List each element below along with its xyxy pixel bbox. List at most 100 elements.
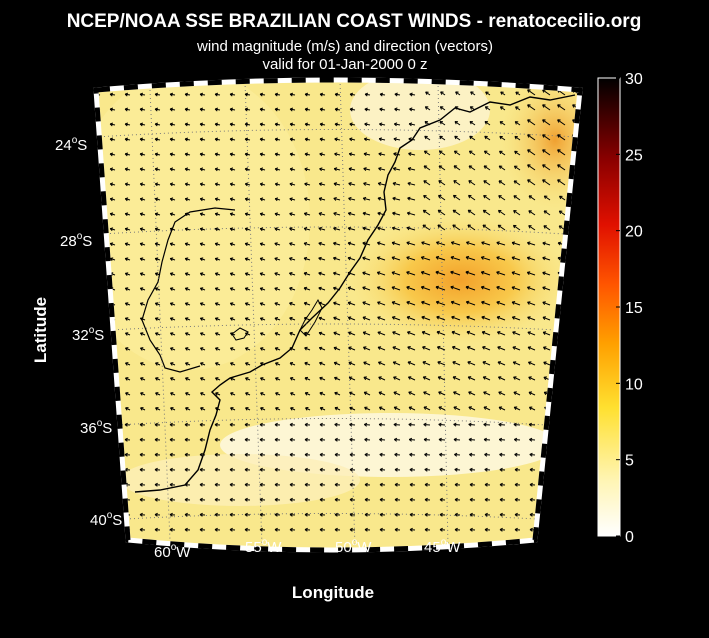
lat-tick-36: 36oS xyxy=(80,418,112,437)
wind-vector-head xyxy=(574,422,578,425)
wind-vector-head xyxy=(422,346,425,350)
wind-vector-head xyxy=(109,437,113,441)
wind-vector-head xyxy=(574,437,578,441)
wind-vector xyxy=(483,165,491,171)
wind-vector-head xyxy=(214,484,218,487)
wind-vector-head xyxy=(214,153,218,157)
wind-vector-head xyxy=(363,377,367,381)
wind-vector-head xyxy=(289,302,292,306)
wind-vector xyxy=(377,316,386,321)
wind-vector xyxy=(424,439,431,441)
wind-vector-head xyxy=(139,138,143,142)
wind-vector-head xyxy=(450,286,454,290)
wind-vector-head xyxy=(274,228,278,232)
wind-vector-head xyxy=(559,452,563,456)
wind-vector xyxy=(363,182,371,186)
wind-vector-head xyxy=(392,361,396,365)
wind-vector xyxy=(542,119,551,126)
wind-vector-head xyxy=(542,316,546,321)
wind-vector xyxy=(527,257,536,261)
wind-vector-head xyxy=(465,301,469,305)
wind-vector xyxy=(542,164,551,171)
wind-vector-head xyxy=(229,138,233,142)
wind-vector-head xyxy=(469,136,472,140)
wind-vector-head xyxy=(573,272,576,276)
wind-vector-head xyxy=(528,225,531,229)
wind-vector-head xyxy=(454,499,458,502)
wind-vector-head xyxy=(393,439,398,442)
wind-vector-head xyxy=(558,225,561,229)
wind-vector xyxy=(528,361,536,366)
wind-vector xyxy=(408,138,416,141)
wind-vector xyxy=(333,302,341,306)
wind-vector xyxy=(513,180,521,186)
wind-vector-head xyxy=(244,168,248,172)
wind-vector-head xyxy=(96,529,98,532)
wind-vector-head xyxy=(574,482,578,486)
wind-vector-head xyxy=(558,332,561,336)
wind-vector-head xyxy=(349,499,353,502)
wind-vector-head xyxy=(214,108,218,112)
wind-vector-head xyxy=(482,361,486,365)
wind-vector-head xyxy=(406,301,410,305)
wind-vector xyxy=(542,149,551,156)
wind-vector-head xyxy=(512,346,516,350)
wind-vector-head xyxy=(362,301,366,306)
wind-vector-head xyxy=(289,272,292,276)
wind-vector-head xyxy=(483,180,486,184)
wind-vector-head xyxy=(333,287,336,291)
wind-vector-head xyxy=(379,484,383,487)
wind-vector-head xyxy=(574,424,578,427)
wind-vector-head xyxy=(514,136,517,140)
wind-vector-head xyxy=(529,529,533,532)
wind-vector-head xyxy=(527,164,530,168)
wind-vector-head xyxy=(423,165,426,169)
wind-vector-head xyxy=(109,467,113,471)
wind-vector-head xyxy=(379,123,382,127)
wind-vector-head xyxy=(169,529,173,532)
wind-vector xyxy=(347,287,356,291)
wind-vector-head xyxy=(109,168,113,172)
wind-vector-head xyxy=(110,392,113,396)
wind-vector-head xyxy=(574,407,578,411)
wind-vector-head xyxy=(139,424,143,427)
wind-vector xyxy=(96,287,101,291)
wind-vector-head xyxy=(259,273,263,276)
wind-vector-head xyxy=(214,198,218,202)
wind-vector-head xyxy=(303,242,307,246)
wind-vector xyxy=(333,317,341,321)
wind-vector-head xyxy=(184,529,188,532)
wind-vector-head xyxy=(184,93,188,97)
wind-vector-head xyxy=(319,469,323,472)
wind-vector-head xyxy=(169,439,173,442)
wind-vector-head xyxy=(169,273,173,277)
wind-vector xyxy=(377,271,386,276)
wind-vector-head xyxy=(349,93,353,97)
wind-vector xyxy=(348,331,356,336)
wind-vector xyxy=(333,212,341,216)
wind-vector xyxy=(362,257,371,261)
wind-vector xyxy=(96,392,101,396)
map-subtitle-line2: valid for 01-Jan-2000 0 z xyxy=(262,56,427,73)
wind-vector xyxy=(466,301,476,306)
wind-vector-head xyxy=(109,138,113,142)
wind-vector-head xyxy=(139,153,143,157)
wind-vector-head xyxy=(363,153,367,157)
wind-vector-head xyxy=(244,347,248,351)
wind-vector xyxy=(436,241,446,246)
wind-vector-head xyxy=(544,469,548,472)
wind-vector xyxy=(450,286,461,291)
wind-vector-head xyxy=(244,332,248,336)
wind-vector-head xyxy=(289,228,292,231)
wind-vector xyxy=(467,224,476,231)
wind-vector-head xyxy=(378,138,382,142)
wind-vector xyxy=(348,197,356,201)
wind-vector xyxy=(421,301,431,306)
wind-vector xyxy=(496,242,506,246)
wind-vector-head xyxy=(379,514,383,517)
wind-vector-head xyxy=(274,439,278,442)
wind-vector-head xyxy=(229,183,233,187)
wind-vector-head xyxy=(199,183,203,187)
wind-vector-head xyxy=(423,150,427,155)
wind-vector-head xyxy=(259,243,263,247)
